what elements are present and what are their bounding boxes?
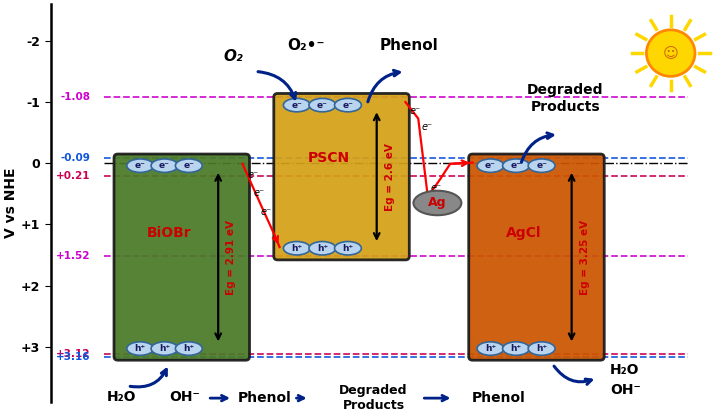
Text: e⁻: e⁻ bbox=[291, 100, 302, 110]
Text: e⁻: e⁻ bbox=[485, 161, 496, 170]
Ellipse shape bbox=[283, 241, 310, 255]
Text: e⁻: e⁻ bbox=[184, 161, 195, 170]
Ellipse shape bbox=[127, 159, 154, 172]
Text: Degraded
Products: Degraded Products bbox=[527, 83, 603, 114]
Text: -1.08: -1.08 bbox=[60, 92, 90, 102]
Ellipse shape bbox=[477, 159, 504, 172]
Text: h⁺: h⁺ bbox=[536, 344, 547, 353]
Text: O₂•⁻: O₂•⁻ bbox=[287, 38, 325, 53]
Ellipse shape bbox=[502, 342, 529, 355]
Text: O₂: O₂ bbox=[223, 48, 242, 63]
Y-axis label: V vs NHE: V vs NHE bbox=[4, 168, 18, 238]
Text: OH⁻: OH⁻ bbox=[610, 383, 641, 397]
Text: e⁻: e⁻ bbox=[135, 161, 146, 170]
Ellipse shape bbox=[309, 241, 336, 255]
Ellipse shape bbox=[151, 342, 178, 355]
Text: +1.52: +1.52 bbox=[56, 251, 90, 261]
Text: BiOBr: BiOBr bbox=[147, 226, 191, 240]
Ellipse shape bbox=[127, 342, 154, 355]
Text: Phenol: Phenol bbox=[238, 391, 292, 405]
Ellipse shape bbox=[283, 98, 310, 112]
Text: e⁻: e⁻ bbox=[510, 161, 521, 170]
Text: h⁺: h⁺ bbox=[317, 244, 328, 253]
Ellipse shape bbox=[502, 159, 529, 172]
Text: e⁻: e⁻ bbox=[159, 161, 170, 170]
Ellipse shape bbox=[335, 241, 362, 255]
Text: h⁺: h⁺ bbox=[485, 344, 496, 353]
Text: h⁺: h⁺ bbox=[510, 344, 521, 353]
Text: +0.21: +0.21 bbox=[56, 171, 90, 181]
Text: e⁻: e⁻ bbox=[343, 100, 354, 110]
FancyBboxPatch shape bbox=[469, 154, 604, 360]
Text: e⁻: e⁻ bbox=[317, 100, 328, 110]
Text: -0.09: -0.09 bbox=[60, 153, 90, 163]
Ellipse shape bbox=[151, 159, 178, 172]
Ellipse shape bbox=[413, 191, 462, 215]
Ellipse shape bbox=[335, 98, 362, 112]
Text: h⁺: h⁺ bbox=[291, 244, 302, 253]
Text: Eg = 3.25 eV: Eg = 3.25 eV bbox=[580, 220, 590, 295]
Ellipse shape bbox=[477, 342, 504, 355]
Text: h⁺: h⁺ bbox=[134, 344, 146, 353]
Text: AgCl: AgCl bbox=[506, 226, 542, 240]
Text: Ag: Ag bbox=[428, 196, 446, 209]
Text: e⁻: e⁻ bbox=[248, 170, 258, 180]
Text: +3.12: +3.12 bbox=[56, 349, 90, 359]
Ellipse shape bbox=[176, 342, 203, 355]
Text: +3.16: +3.16 bbox=[56, 352, 90, 362]
Text: OH⁻: OH⁻ bbox=[169, 390, 200, 404]
Text: Eg = 2.91 eV: Eg = 2.91 eV bbox=[227, 220, 237, 295]
Text: H₂O: H₂O bbox=[106, 390, 136, 404]
Text: h⁺: h⁺ bbox=[159, 344, 170, 353]
Text: e⁻: e⁻ bbox=[431, 183, 442, 193]
FancyBboxPatch shape bbox=[274, 93, 409, 260]
Text: Degraded
Products: Degraded Products bbox=[339, 384, 408, 412]
Text: Phenol: Phenol bbox=[379, 38, 438, 53]
Text: e⁻: e⁻ bbox=[254, 188, 265, 198]
Ellipse shape bbox=[176, 159, 203, 172]
Ellipse shape bbox=[309, 98, 336, 112]
Text: e⁻: e⁻ bbox=[421, 121, 433, 131]
Text: e⁻: e⁻ bbox=[410, 106, 421, 116]
Text: e⁻: e⁻ bbox=[537, 161, 547, 170]
Ellipse shape bbox=[529, 342, 555, 355]
FancyBboxPatch shape bbox=[114, 154, 250, 360]
Text: H₂O: H₂O bbox=[610, 363, 640, 377]
Text: h⁺: h⁺ bbox=[343, 244, 354, 253]
Ellipse shape bbox=[529, 159, 555, 172]
Text: PSCN: PSCN bbox=[308, 151, 350, 165]
Circle shape bbox=[646, 30, 695, 76]
Text: e⁻: e⁻ bbox=[261, 206, 272, 216]
Text: Phenol: Phenol bbox=[471, 391, 525, 405]
Text: h⁺: h⁺ bbox=[183, 344, 195, 353]
Text: ☺: ☺ bbox=[663, 45, 679, 60]
Text: Eg = 2.6 eV: Eg = 2.6 eV bbox=[385, 143, 395, 211]
